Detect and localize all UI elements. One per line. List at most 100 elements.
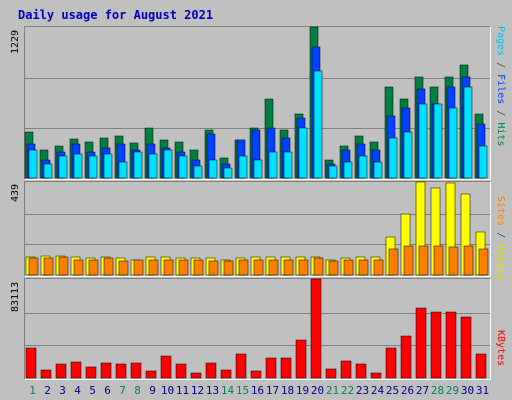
hits-bar-pages: [163, 149, 173, 179]
day-label: 21: [326, 384, 339, 397]
kbytes-bar-kbytes: [235, 353, 247, 379]
hits-bar-pages: [313, 70, 323, 179]
kbytes-bar-kbytes: [460, 316, 472, 379]
kbytes-bar-kbytes: [445, 311, 457, 379]
kbytes-bar-kbytes: [415, 307, 427, 379]
day-label: 17: [266, 384, 279, 397]
visits-bar-sites: [208, 260, 219, 276]
hits-bar-pages: [208, 159, 218, 179]
kbytes-bar-kbytes: [295, 339, 307, 379]
visits-bar-sites: [118, 260, 129, 276]
day-label: 23: [356, 384, 369, 397]
kbytes-bar-kbytes: [340, 360, 352, 379]
chart-title: Daily usage for August 2021: [18, 8, 214, 22]
kbytes-bar-kbytes: [190, 372, 202, 379]
day-label: 11: [176, 384, 189, 397]
hits-bar-pages: [403, 131, 413, 179]
day-label: 6: [104, 384, 111, 397]
day-label: 5: [89, 384, 96, 397]
kbytes-bar-kbytes: [145, 370, 157, 379]
visits-bar-sites: [238, 259, 249, 276]
day-label: 30: [461, 384, 474, 397]
kbytes-bar-kbytes: [130, 362, 142, 379]
kbytes-bar-kbytes: [355, 363, 367, 379]
day-label: 7: [119, 384, 126, 397]
day-label: 29: [446, 384, 459, 397]
visits-bar-sites: [103, 257, 114, 276]
kbytes-bar-kbytes: [250, 370, 262, 379]
visits-bar-sites: [73, 259, 84, 276]
day-label: 1: [29, 384, 36, 397]
kbytes-bar-kbytes: [370, 372, 382, 379]
hits-bar-pages: [253, 159, 263, 179]
hits-bar-pages: [328, 165, 338, 179]
kbytes-bar-kbytes: [70, 361, 82, 379]
visits-bar-sites: [478, 248, 489, 276]
hits-bar-pages: [58, 155, 68, 179]
kbytes-bar-kbytes: [385, 347, 397, 379]
visits-bar-sites: [343, 259, 354, 276]
hits-bar-pages: [433, 103, 443, 179]
hits-bar-pages: [298, 127, 308, 179]
visits-bar-sites: [463, 245, 474, 276]
day-label: 12: [191, 384, 204, 397]
day-label: 18: [281, 384, 294, 397]
visits-bar-sites: [403, 245, 414, 276]
visits-bar-sites: [418, 245, 429, 276]
visits-bar-sites: [163, 259, 174, 276]
visits-bar-sites: [313, 257, 324, 276]
day-label: 9: [149, 384, 156, 397]
visits-bar-sites: [448, 246, 459, 276]
hits-bar-pages: [463, 86, 473, 179]
visits-bar-sites: [223, 260, 234, 276]
visits-bar-sites: [148, 259, 159, 276]
visits-bar-sites: [28, 257, 39, 276]
visits-bar-sites: [328, 260, 339, 276]
hits-bar-pages: [388, 137, 398, 179]
kbytes-bar-kbytes: [40, 369, 52, 379]
kbytes-bar-kbytes: [310, 278, 322, 379]
hits-bar-pages: [418, 103, 428, 179]
day-label: 20: [311, 384, 324, 397]
day-label: 24: [371, 384, 385, 397]
visits-bar-sites: [373, 259, 384, 276]
kbytes-bar-kbytes: [475, 353, 487, 379]
hits-bar-pages: [28, 149, 38, 179]
day-label: 8: [134, 384, 141, 397]
hits-bar-pages: [103, 153, 113, 179]
kbytes-bar-kbytes: [25, 347, 37, 379]
kbytes-bar-kbytes: [265, 357, 277, 379]
visits-bar-sites: [133, 259, 144, 276]
day-label: 27: [416, 384, 429, 397]
day-label: 16: [251, 384, 264, 397]
day-label: 25: [386, 384, 399, 397]
kbytes-bar-kbytes: [220, 369, 232, 379]
day-label: 31: [476, 384, 489, 397]
kbytes-bar-kbytes: [280, 357, 292, 379]
hits-bar-pages: [148, 153, 158, 179]
day-label: 4: [74, 384, 81, 397]
hits-bar-pages: [268, 151, 278, 179]
kbytes-bar-kbytes: [160, 355, 172, 379]
kbytes-bar-kbytes: [100, 362, 112, 379]
day-label: 26: [401, 384, 414, 397]
hits-bar-pages: [283, 151, 293, 179]
hits-bar-pages: [43, 163, 53, 179]
day-label: 15: [236, 384, 249, 397]
visits-bar-sites: [253, 259, 264, 276]
day-label: 28: [431, 384, 444, 397]
visits-bar-sites: [58, 256, 69, 276]
hits-bar-pages: [238, 155, 248, 179]
visits-bar-sites: [178, 259, 189, 276]
hits-bar-pages: [178, 155, 188, 179]
visits-bar-sites: [433, 245, 444, 276]
visits-bar-sites: [43, 257, 54, 276]
day-label: 10: [161, 384, 174, 397]
hits-bar-pages: [118, 161, 128, 179]
hits-bar-pages: [478, 145, 488, 179]
hits-bar-pages: [193, 165, 203, 179]
hits-bar-pages: [343, 161, 353, 179]
hits-bar-pages: [88, 155, 98, 179]
kbytes-bar-kbytes: [205, 362, 217, 379]
